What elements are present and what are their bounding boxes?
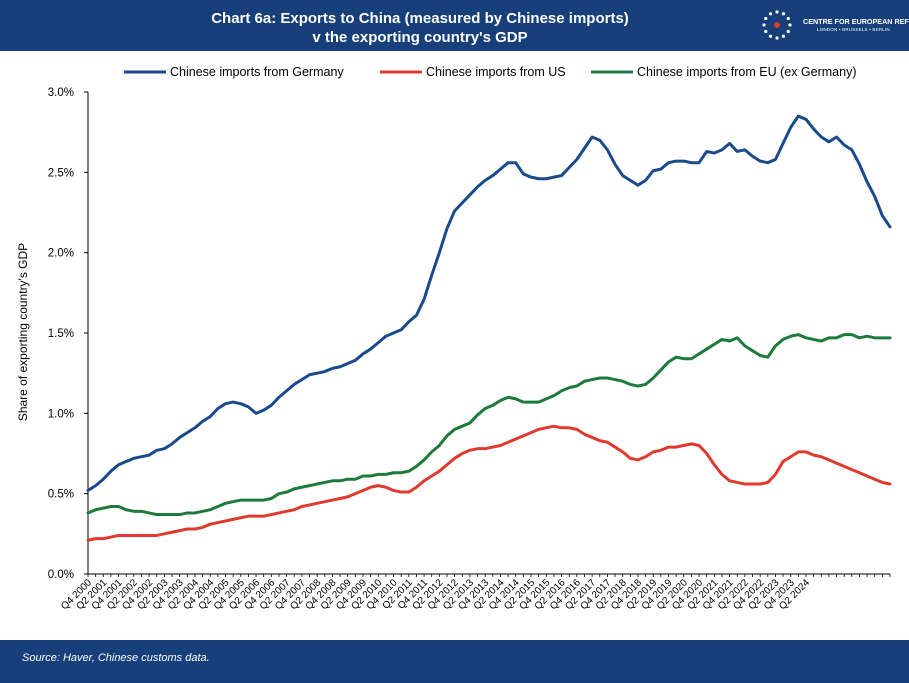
series-line-0	[86, 114, 892, 492]
chart-title: Chart 6a: Exports to China (measured by …	[170, 9, 670, 47]
logo-star	[781, 12, 786, 16]
source-note: Source: Haver, Chinese customs data.	[22, 652, 210, 664]
logo-star	[775, 10, 779, 14]
legend-label: Chinese imports from Germany	[170, 65, 344, 79]
y-tick-label: 2.5%	[48, 167, 74, 179]
series-line-2	[86, 333, 892, 517]
series-lines	[86, 114, 892, 542]
legend-label: Chinese imports from US	[426, 65, 566, 79]
logo-star	[788, 23, 792, 27]
logo-star	[781, 34, 786, 38]
legend: Chinese imports from Germany Chinese impo…	[124, 65, 857, 79]
logo-star	[775, 36, 779, 40]
y-tick-label: 0.5%	[48, 489, 74, 501]
y-tick-label: 1.5%	[48, 328, 74, 340]
logo-star	[764, 16, 768, 21]
logo-star	[768, 34, 773, 38]
logo-star	[786, 29, 790, 34]
chart-footer	[0, 640, 909, 683]
logo-star	[762, 23, 766, 27]
y-tick-label: 1.0%	[48, 408, 74, 420]
chart-title-line2: v the exporting country's GDP	[312, 29, 528, 46]
y-tick-label: 3.0%	[48, 87, 74, 99]
y-tick-label: 0.0%	[48, 569, 74, 581]
chart-title-line1: Chart 6a: Exports to China (measured by …	[211, 10, 629, 27]
logo-cities: LONDON • BRUSSELS • BERLIN	[817, 27, 890, 32]
axes	[87, 92, 890, 575]
logo-star	[768, 12, 773, 16]
series-line-1	[86, 424, 892, 542]
line-chart: Chinese imports from Germany Chinese impo…	[16, 65, 892, 612]
y-axis-label: Share of exporting country's GDP	[16, 243, 30, 421]
y-axis-ticks: 0.0% 0.5% 1.0% 1.5% 2.0% 2.5% 3.0%	[48, 87, 88, 581]
y-tick-label: 2.0%	[48, 248, 74, 260]
logo-name: CENTRE FOR EUROPEAN REFORM	[803, 17, 909, 26]
logo-star	[786, 16, 790, 21]
eu-stars-icon	[762, 10, 792, 40]
logo-star	[764, 29, 768, 34]
legend-label: Chinese imports from EU (ex Germany)	[637, 65, 857, 79]
chart-header	[0, 0, 909, 51]
